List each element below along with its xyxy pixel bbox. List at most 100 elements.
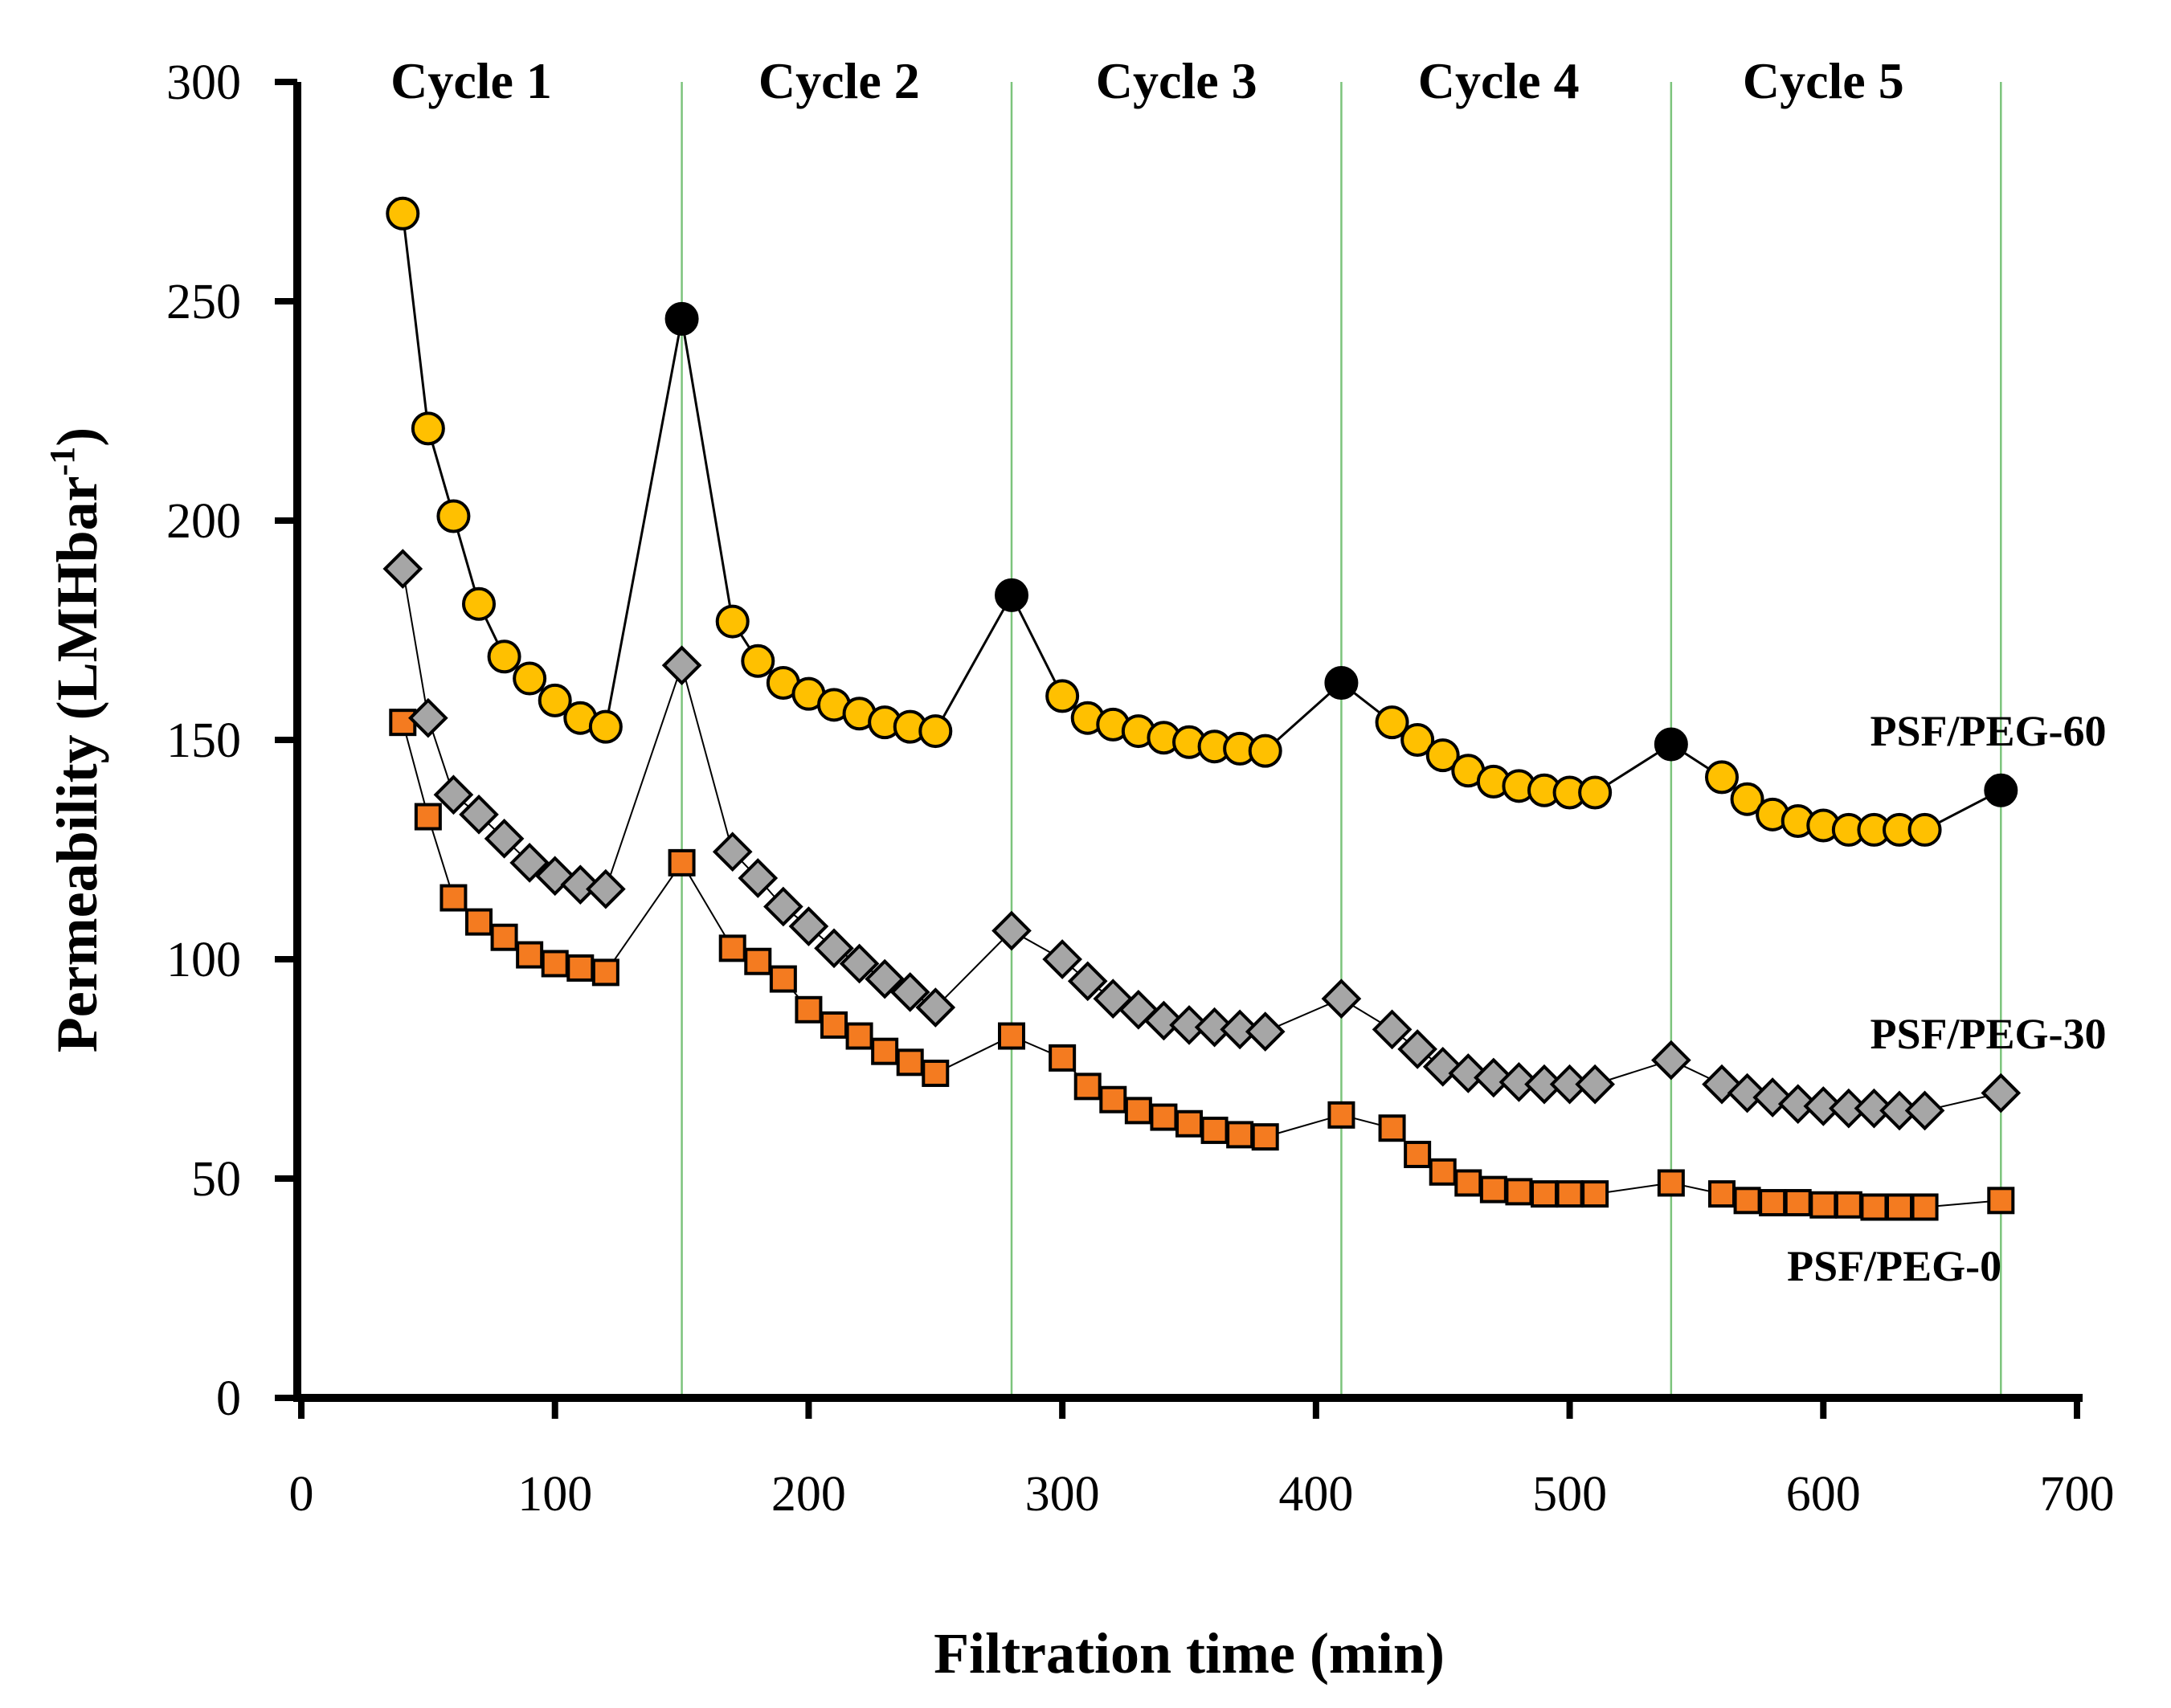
axis-ticks xyxy=(275,79,2080,1419)
point-psf-peg-0-440 xyxy=(1404,1140,1432,1168)
point-psf-peg-60-560 xyxy=(1705,760,1739,795)
series-labels: PSF/PEG-60 PSF/PEG-30 PSF/PEG-0 xyxy=(1787,707,2106,1290)
point-psf-peg-0-90 xyxy=(516,941,544,969)
point-psf-peg-30-640 xyxy=(1904,1090,1945,1131)
point-psf-peg-0-580 xyxy=(1759,1189,1787,1217)
point-psf-peg-30-190 xyxy=(763,886,803,927)
point-psf-peg-0-50 xyxy=(414,803,442,831)
point-psf-peg-30-470 xyxy=(1474,1057,1514,1098)
point-psf-peg-60-120 xyxy=(588,709,623,744)
tick-labels: 0 100 200 300 400 500 600 700 0 50 100 150 200 250 300 xyxy=(166,55,2115,1522)
series-psf-peg-0 xyxy=(389,709,2015,1221)
point-psf-peg-30-300 xyxy=(1042,939,1082,979)
point-psf-peg-60-440 xyxy=(1400,723,1435,757)
point-psf-peg-0-250 xyxy=(922,1059,950,1087)
point-psf-peg-30-670 xyxy=(1981,1073,2022,1113)
point-psf-peg-0-560 xyxy=(1708,1180,1736,1208)
point-psf-peg-60-80 xyxy=(487,639,521,674)
y-tick-label-250: 250 xyxy=(166,275,241,329)
point-psf-peg-30-40 xyxy=(382,549,423,589)
point-psf-peg-0-370 xyxy=(1226,1121,1254,1149)
y-tick-label-150: 150 xyxy=(166,713,241,768)
y-axis-title-close: ) xyxy=(45,427,109,447)
point-psf-peg-0-110 xyxy=(566,954,595,982)
point-psf-peg-0-240 xyxy=(896,1048,924,1077)
point-psf-peg-30-620 xyxy=(1854,1088,1895,1129)
x-tick-label-400: 400 xyxy=(1278,1467,1353,1522)
point-psf-peg-30-460 xyxy=(1448,1053,1489,1093)
point-psf-peg-0-120 xyxy=(591,958,619,987)
point-psf-peg-0-410 xyxy=(1327,1101,1355,1129)
point-psf-peg-0-210 xyxy=(820,1011,848,1039)
point-psf-peg-0-470 xyxy=(1479,1175,1507,1203)
point-psf-peg-30-600 xyxy=(1803,1086,1844,1126)
point-psf-peg-0-450 xyxy=(1429,1158,1457,1186)
point-psf-peg-60-40 xyxy=(386,196,420,231)
point-psf-peg-0-220 xyxy=(845,1022,873,1050)
point-psf-peg-0-430 xyxy=(1378,1114,1406,1142)
y-tick-label-100: 100 xyxy=(166,933,241,987)
point-psf-peg-0-500 xyxy=(1556,1180,1584,1208)
point-psf-peg-0-510 xyxy=(1581,1180,1609,1208)
point-psf-peg-0-280 xyxy=(998,1022,1025,1050)
series-label-psf-peg-60: PSF/PEG-60 xyxy=(1870,707,2107,755)
point-psf-peg-30-180 xyxy=(738,858,779,898)
y-tick-label-300: 300 xyxy=(166,55,241,110)
point-psf-peg-30-80 xyxy=(484,819,525,859)
y-tick-label-50: 50 xyxy=(191,1152,241,1207)
point-psf-peg-60-450 xyxy=(1425,738,1460,773)
point-psf-peg-60-670 xyxy=(1984,773,2018,807)
series-layer xyxy=(382,196,2022,1221)
series-label-psf-peg-0: PSF/PEG-0 xyxy=(1787,1242,2001,1290)
point-psf-peg-30-380 xyxy=(1245,1011,1286,1052)
point-psf-peg-60-250 xyxy=(918,714,953,749)
point-psf-peg-30-510 xyxy=(1575,1064,1615,1105)
point-psf-peg-60-50 xyxy=(411,411,445,446)
point-psf-peg-60-570 xyxy=(1730,782,1764,816)
point-psf-peg-30-350 xyxy=(1169,1005,1209,1045)
cycle-label-3: Cycle 3 xyxy=(1096,52,1257,109)
point-psf-peg-30-410 xyxy=(1321,979,1362,1019)
x-axis-title: Filtration time (min) xyxy=(934,1621,1445,1686)
point-psf-peg-60-300 xyxy=(1045,679,1080,713)
point-psf-peg-30-360 xyxy=(1194,1007,1235,1048)
cycle-label-5: Cycle 5 xyxy=(1743,52,1904,109)
point-psf-peg-0-480 xyxy=(1505,1178,1533,1206)
y-tick-label-0: 0 xyxy=(216,1371,241,1426)
point-psf-peg-30-440 xyxy=(1397,1029,1437,1069)
x-tick-label-0: 0 xyxy=(289,1467,314,1522)
point-psf-peg-0-300 xyxy=(1049,1044,1077,1072)
point-psf-peg-30-480 xyxy=(1498,1062,1539,1102)
point-psf-peg-0-80 xyxy=(490,923,518,951)
point-psf-peg-60-430 xyxy=(1375,705,1409,740)
cycle-label-2: Cycle 2 xyxy=(758,52,920,109)
point-psf-peg-0-330 xyxy=(1124,1097,1152,1125)
point-psf-peg-30-170 xyxy=(712,832,753,872)
point-psf-peg-30-220 xyxy=(839,943,880,984)
point-psf-peg-0-320 xyxy=(1099,1085,1127,1113)
point-psf-peg-0-620 xyxy=(1860,1193,1888,1221)
point-psf-peg-30-90 xyxy=(509,843,550,883)
point-psf-peg-60-100 xyxy=(538,683,572,717)
y-axis-title-superscript: -1 xyxy=(43,447,82,476)
point-psf-peg-30-590 xyxy=(1777,1084,1818,1125)
point-psf-peg-0-340 xyxy=(1150,1103,1178,1131)
point-psf-peg-60-170 xyxy=(715,604,750,639)
y-axis-title-main: Permeability (LMHbar xyxy=(45,476,109,1052)
x-tick-label-300: 300 xyxy=(1025,1467,1100,1522)
point-psf-peg-0-60 xyxy=(440,884,468,912)
point-psf-peg-0-350 xyxy=(1175,1109,1203,1138)
point-psf-peg-30-120 xyxy=(586,868,626,909)
point-psf-peg-30-430 xyxy=(1372,1009,1413,1050)
point-psf-peg-0-40 xyxy=(389,709,417,737)
point-psf-peg-30-210 xyxy=(814,928,854,969)
point-psf-peg-30-230 xyxy=(865,958,905,999)
point-psf-peg-0-570 xyxy=(1733,1187,1761,1215)
point-psf-peg-60-540 xyxy=(1654,727,1688,762)
point-psf-peg-60-380 xyxy=(1248,733,1282,768)
point-psf-peg-0-310 xyxy=(1073,1073,1102,1101)
point-psf-peg-0-380 xyxy=(1251,1123,1279,1151)
point-psf-peg-60-640 xyxy=(1907,812,1942,847)
point-psf-peg-60-410 xyxy=(1324,666,1359,701)
